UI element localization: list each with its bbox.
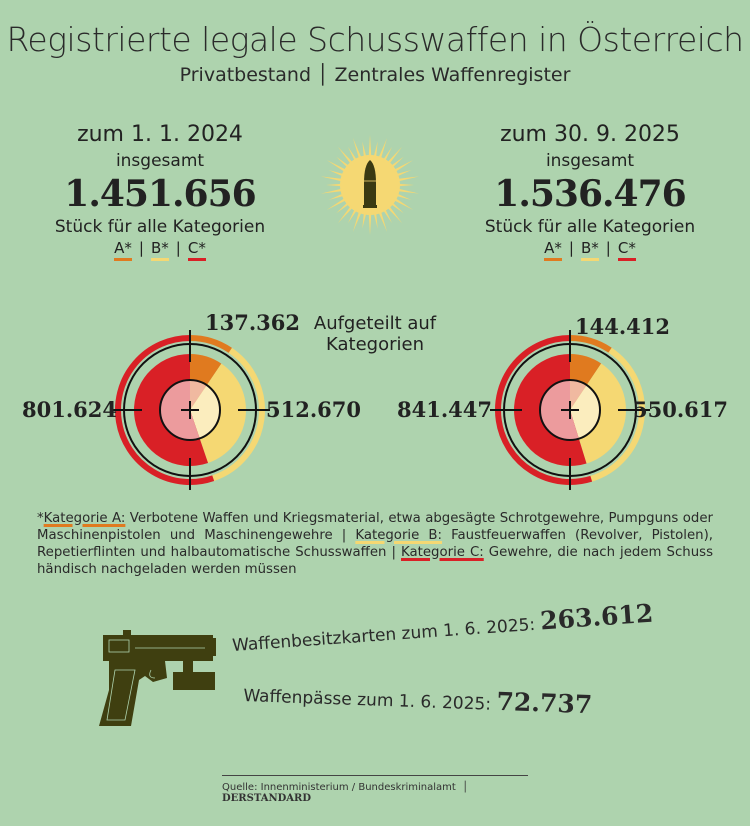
summary-2025: zum 30. 9. 2025 insgesamt 1.536.476 Stüc… [440, 122, 740, 261]
outer-ring-a [189, 335, 233, 353]
sun-ray [394, 187, 420, 194]
sun-ray [326, 196, 350, 210]
sun-ray [368, 135, 372, 161]
pie-charts [110, 330, 650, 490]
footnote-b-label: Kategorie B: [355, 528, 442, 543]
outer-ring-c [115, 335, 215, 485]
sun-ray [352, 138, 363, 163]
outer-ring-a [569, 335, 612, 353]
pie-chart-2025 [490, 330, 650, 490]
sun-ray [368, 209, 372, 235]
sun-ray [337, 203, 356, 224]
crosshair-inner-ring [159, 379, 221, 441]
category-legend: A* | B* | C* [440, 239, 740, 261]
sun-ray [377, 138, 388, 163]
insgesamt-label: insgesamt [115, 151, 205, 171]
outer-ring-c [495, 335, 593, 485]
inner-slice-b [190, 385, 221, 439]
unit-label: Stück für alle Kategorien [54, 217, 266, 237]
crosshair-inner-ring [539, 379, 601, 441]
stat-label: Waffenbesitzkarten zum 1. 6. 2025: [231, 614, 542, 657]
sun-ray [352, 207, 363, 232]
brand-logo: DERSTANDARD [222, 793, 312, 804]
sun-ray [377, 207, 388, 232]
page-title: Registrierte legale Schusswaffen in Öste… [6, 20, 744, 59]
sun-ray [320, 176, 346, 183]
insgesamt-label: insgesamt [545, 151, 635, 171]
footnote-a-label: Kategorie A: [43, 511, 126, 526]
sun-ray [394, 176, 420, 183]
sep: | [138, 239, 144, 257]
sun-ray [326, 160, 350, 174]
category-legend: A* | B* | C* [10, 239, 310, 261]
unit-label: Stück für alle Kategorien [484, 217, 696, 237]
inner-slice-b [570, 385, 601, 439]
legend-c: C* [615, 239, 639, 261]
sun-ray [390, 196, 414, 210]
sun-ray [384, 146, 403, 167]
bullet-sun-icon [320, 135, 420, 235]
page-subtitle: Privatbestand │ Zentrales Waffenregister [179, 64, 571, 86]
stat-value: 263.612 [539, 598, 655, 636]
label-c-2024: 801.624 [22, 397, 117, 422]
stat-waffenbesitzkarten: Waffenbesitzkarten zum 1. 6. 2025: 263.6… [231, 598, 655, 657]
outer-ring-b [212, 347, 265, 481]
legend-a: A* [111, 239, 135, 261]
middle-label: Aufgeteilt auf Kategorien [313, 313, 437, 355]
sun-ray [390, 160, 414, 174]
source-line: Quelle: Innenministerium / Bundeskrimina… [222, 775, 528, 804]
inner-slice-a [190, 380, 207, 410]
star: * [37, 511, 44, 526]
label-a-2025: 144.412 [575, 314, 670, 339]
label-b-2025: 550.617 [633, 397, 728, 422]
inner-slice-c [160, 380, 200, 440]
footnote-a-text: Verbotene Waffen und Kriegsmaterial, etw… [37, 511, 713, 543]
legend-a: A* [541, 239, 565, 261]
total-value: 1.451.656 [64, 173, 256, 215]
sep: | [605, 239, 611, 257]
footnote: *Kategorie A: Verbotene Waffen und Krieg… [37, 510, 713, 578]
sun-ray [384, 203, 403, 224]
date: zum 1. 1. 2024 [77, 122, 243, 147]
stat-waffenpaesse: Waffenpässe zum 1. 6. 2025: 72.737 [243, 678, 593, 719]
sun-ray [320, 187, 346, 194]
outer-ring-b [590, 347, 645, 482]
total-value: 1.536.476 [494, 173, 686, 215]
footnote-c-text: Gewehre, die nach jedem Schuss händisch … [37, 545, 713, 577]
stat-value: 72.737 [496, 686, 593, 720]
inner-slice-a [570, 380, 587, 410]
legend-b: B* [578, 239, 602, 261]
sep: | [175, 239, 181, 257]
date: zum 30. 9. 2025 [500, 122, 680, 147]
label-c-2025: 841.447 [397, 397, 492, 422]
legend-b: B* [148, 239, 172, 261]
pistol-icon [99, 630, 216, 726]
label-b-2024: 512.670 [266, 397, 361, 422]
source: Quelle: Innenministerium / Bundeskrimina… [222, 782, 456, 793]
sun-ray [337, 146, 356, 167]
sep: | [568, 239, 574, 257]
legend-c: C* [185, 239, 209, 261]
pie-chart-2024 [110, 330, 270, 490]
summary-2024: zum 1. 1. 2024 insgesamt 1.451.656 Stück… [10, 122, 310, 261]
stat-label: Waffenpässe zum 1. 6. 2025: [243, 686, 497, 715]
footnote-c-label: Kategorie C: [401, 545, 484, 560]
inner-slice-c [540, 380, 579, 440]
footnote-b-text: Faustfeuerwaffen (Revolver, Pistolen), R… [37, 528, 713, 560]
label-a-2024: 137.362 [205, 310, 300, 335]
